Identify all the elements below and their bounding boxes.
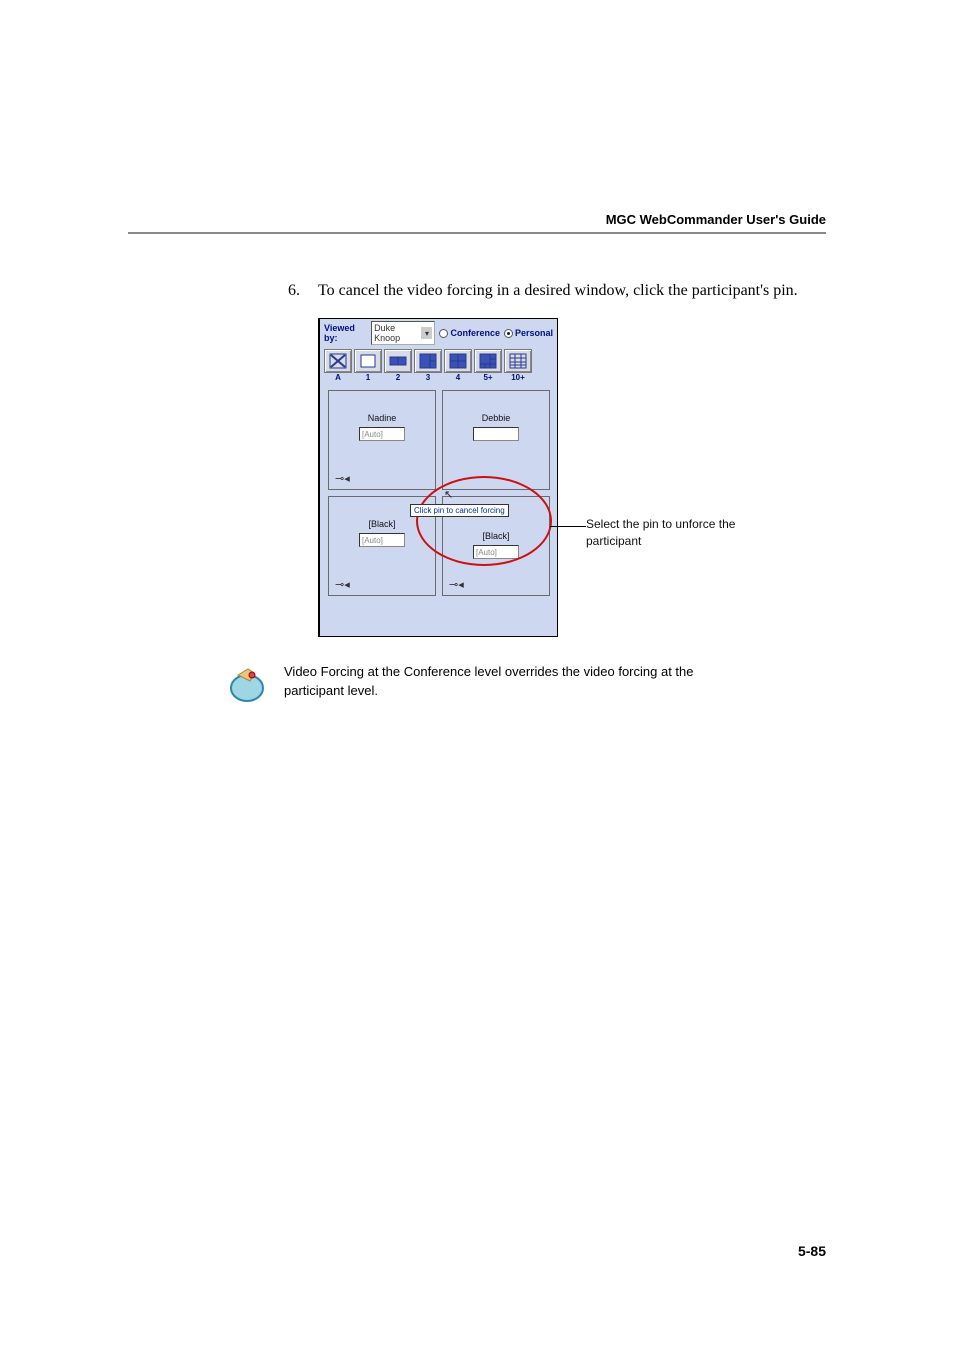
participant-name: [Black]	[443, 531, 549, 541]
topbar: Viewed by: Duke Knoop ▾ Conference Perso…	[320, 319, 557, 347]
figure-block: Viewed by: Duke Knoop ▾ Conference Perso…	[318, 318, 824, 637]
page: MGC WebCommander User's Guide 6. To canc…	[0, 0, 954, 1351]
layout-label: 5+	[474, 373, 502, 382]
callout-text: Select the pin to unforce the participan…	[586, 516, 766, 548]
header-rule	[128, 232, 826, 234]
viewed-by-label: Viewed by:	[324, 323, 367, 343]
layout-btn-1[interactable]	[354, 349, 382, 373]
participant-name: Nadine	[329, 413, 435, 423]
participant-select[interactable]: [Auto]	[473, 545, 519, 559]
step-number: 6.	[280, 280, 300, 302]
layout-label: 1	[354, 373, 382, 382]
layout-2-icon	[389, 353, 407, 369]
step-text: To cancel the video forcing in a desired…	[318, 280, 824, 302]
note-icon	[224, 663, 266, 705]
chevron-down-icon: ▾	[421, 327, 432, 339]
radio-personal[interactable]: Personal	[504, 328, 553, 338]
step-row: 6. To cancel the video forcing in a desi…	[280, 280, 824, 302]
viewed-by-dropdown[interactable]: Duke Knoop ▾	[371, 321, 435, 345]
radio-conference-label: Conference	[450, 328, 500, 338]
layout-3-icon	[419, 353, 437, 369]
pin-tooltip: Click pin to cancel forcing	[410, 504, 509, 517]
layout-btn-2[interactable]	[384, 349, 412, 373]
layout-label: 2	[384, 373, 412, 382]
layout-label: A	[324, 373, 352, 382]
viewed-by-value: Duke Knoop	[374, 323, 419, 343]
layout-label: 3	[414, 373, 442, 382]
callout-connector	[550, 526, 586, 527]
participant-select[interactable]	[473, 427, 519, 441]
layout-a-icon	[329, 353, 347, 369]
radio-conference[interactable]: Conference	[439, 328, 500, 338]
callout-column: Select the pin to unforce the participan…	[586, 318, 766, 548]
note-text: Video Forcing at the Conference level ov…	[284, 663, 744, 699]
radio-dot-selected-icon	[504, 329, 513, 338]
participant-name: [Black]	[329, 519, 435, 529]
participant-cell[interactable]: Debbie	[442, 390, 550, 490]
layout-1-icon	[359, 353, 377, 369]
layout-btn-3[interactable]	[414, 349, 442, 373]
participant-cell[interactable]: Nadine [Auto] ⊸◂	[328, 390, 436, 490]
layout-label: 10+	[504, 373, 532, 382]
participant-grid: Nadine [Auto] ⊸◂ Debbie [Black] [Auto] ⊸…	[320, 386, 557, 636]
video-layout-panel: Viewed by: Duke Knoop ▾ Conference Perso…	[318, 318, 558, 637]
participant-name: Debbie	[443, 413, 549, 423]
pin-icon[interactable]: ⊸◂	[449, 578, 464, 591]
layout-10plus-icon	[509, 353, 527, 369]
pin-icon[interactable]: ⊸◂	[335, 472, 350, 485]
layout-btn-a[interactable]	[324, 349, 352, 373]
layout-btn-10plus[interactable]	[504, 349, 532, 373]
participant-select[interactable]: [Auto]	[359, 427, 405, 441]
note-row: Video Forcing at the Conference level ov…	[280, 663, 824, 705]
layout-5plus-icon	[479, 353, 497, 369]
layout-button-row	[320, 347, 557, 373]
layout-labels: A 1 2 3 4 5+ 10+	[320, 373, 557, 386]
pin-icon[interactable]: ⊸◂	[335, 578, 350, 591]
layout-label: 4	[444, 373, 472, 382]
radio-personal-label: Personal	[515, 328, 553, 338]
page-number: 5-85	[798, 1243, 826, 1259]
layout-btn-4[interactable]	[444, 349, 472, 373]
radio-dot-icon	[439, 329, 448, 338]
header-title: MGC WebCommander User's Guide	[606, 212, 826, 227]
layout-4-icon	[449, 353, 467, 369]
layout-btn-5plus[interactable]	[474, 349, 502, 373]
participant-select[interactable]: [Auto]	[359, 533, 405, 547]
body-content: 6. To cancel the video forcing in a desi…	[120, 280, 834, 705]
